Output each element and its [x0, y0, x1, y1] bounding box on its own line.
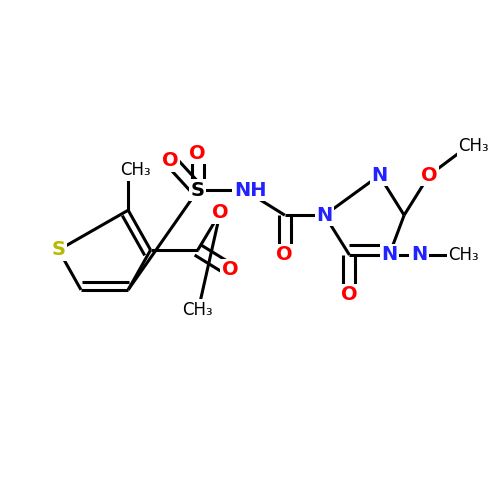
Text: CH₃: CH₃	[182, 300, 213, 318]
Text: N: N	[381, 246, 398, 264]
Text: CH₃: CH₃	[458, 136, 489, 154]
Text: NH: NH	[234, 181, 266, 200]
Text: N: N	[371, 166, 388, 185]
Text: CH₃: CH₃	[120, 162, 151, 180]
Text: O: O	[212, 203, 228, 222]
Text: O: O	[162, 151, 179, 170]
Text: O: O	[190, 144, 206, 163]
Text: S: S	[191, 181, 205, 200]
Text: N: N	[316, 206, 332, 225]
Text: O: O	[341, 285, 358, 304]
Text: O: O	[276, 246, 293, 264]
Text: N: N	[411, 246, 427, 264]
Text: CH₃: CH₃	[448, 246, 479, 264]
Text: O: O	[222, 260, 238, 280]
Text: O: O	[420, 166, 438, 185]
Text: S: S	[52, 240, 66, 260]
